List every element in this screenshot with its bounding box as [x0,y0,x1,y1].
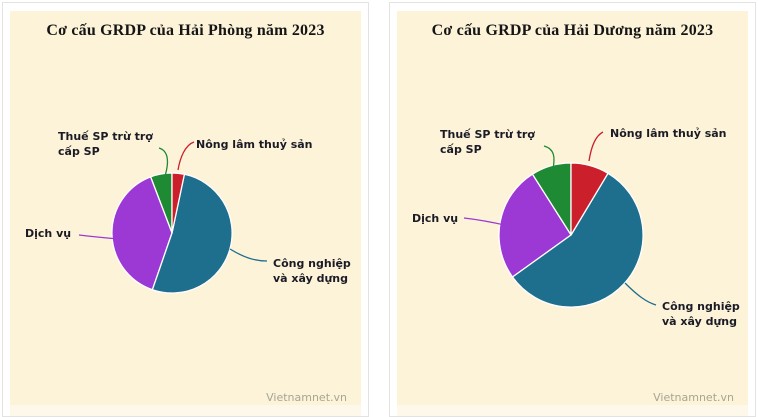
leader-line-industry [229,248,268,262]
leader-line-agriculture [588,131,604,162]
leader-line-industry [624,282,657,306]
chart-title: Cơ cấu GRDP của Hải Dương năm 2023 [431,22,714,39]
leader-line-tax [158,147,169,177]
leader-line-tax [543,145,555,170]
slice-label-agriculture: Nông lâm thuỷ sản [610,127,727,140]
slice-label-services: Dịch vụ [412,212,459,225]
pie-slice [171,172,186,234]
chart-card-hai-phong: Cơ cấu GRDP của Hải Phòng năm 2023 Thuế … [2,2,369,417]
pie-chart-hai-duong [463,131,657,308]
chart-title: Cơ cấu GRDP của Hải Phòng năm 2023 [46,22,325,39]
leader-line-services [78,234,121,240]
slice-label-tax: Thuế SP trừ trợ cấp SP [440,128,535,157]
pie-slice [498,173,572,278]
slice-label-industry: Công nghiệp và xây dựng [273,257,351,286]
chart-area-hai-duong: Cơ cấu GRDP của Hải Dương năm 2023 Thuế … [397,11,748,405]
slice-label-industry: Công nghiệp và xây dựng [662,300,740,329]
pie-slice [511,172,644,308]
slice-label-services: Dịch vụ [25,227,72,240]
chart-card-hai-duong: Cơ cấu GRDP của Hải Dương năm 2023 Thuế … [389,2,756,417]
leader-line-agriculture [177,141,195,171]
slice-label-agriculture: Nông lâm thuỷ sản [196,138,313,151]
pie-slice [151,173,233,294]
watermark: Vietnamnet.vn [653,391,734,404]
panel-footer-strip [397,405,748,416]
leader-line-services [463,217,510,227]
pie-slice [570,162,609,236]
chart-area-hai-phong: Cơ cấu GRDP của Hải Phòng năm 2023 Thuế … [10,11,361,405]
watermark: Vietnamnet.vn [266,391,347,404]
pie-slice [111,176,173,291]
pie-chart-hai-phong [78,141,268,294]
slice-label-tax: Thuế SP trừ trợ cấp SP [58,130,153,159]
panel-footer-strip [10,405,361,416]
